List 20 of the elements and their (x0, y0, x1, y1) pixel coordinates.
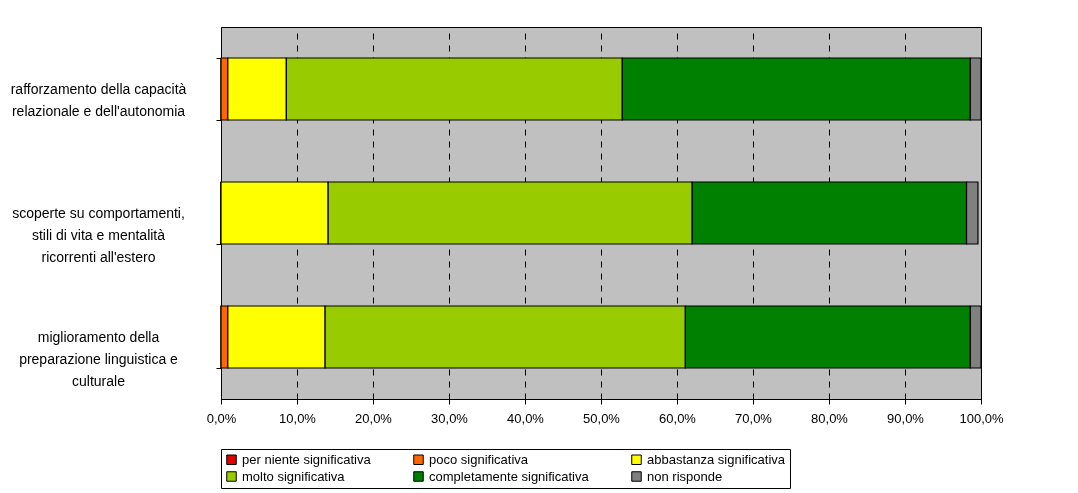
x-tick-label: 20,0% (355, 410, 393, 426)
legend-label: non risponde (647, 468, 723, 484)
x-tick-label: 80,0% (811, 410, 849, 426)
y-tick-label: rafforzamento della capacità relazionale e dell'autonomia (10, 80, 187, 119)
legend-label: poco significativa (429, 451, 529, 467)
x-tick-label: 50,0% (583, 410, 621, 426)
legend-label: completamente significativa (429, 468, 590, 484)
y-tick-label: miglioramento della preparazione linguistica e culturale (19, 328, 179, 389)
legend-label: per niente significativa (242, 451, 372, 467)
x-tick-label: 100,0% (959, 410, 1004, 426)
legend-label: abbastanza significativa (647, 451, 786, 467)
x-tick-label: 30,0% (431, 410, 469, 426)
x-tick-label: 90,0% (887, 410, 925, 426)
x-tick-label: 40,0% (507, 410, 545, 426)
y-tick-label: scoperte su comportamenti, stili di vita e mentalità ricorrenti all'estero (12, 204, 185, 265)
x-tick-label: 70,0% (735, 410, 773, 426)
x-tick-label: 0,0% (206, 410, 237, 426)
x-tick-label: 60,0% (659, 410, 697, 426)
legend-label: molto significativa (242, 468, 346, 484)
x-tick-label: 10,0% (279, 410, 317, 426)
